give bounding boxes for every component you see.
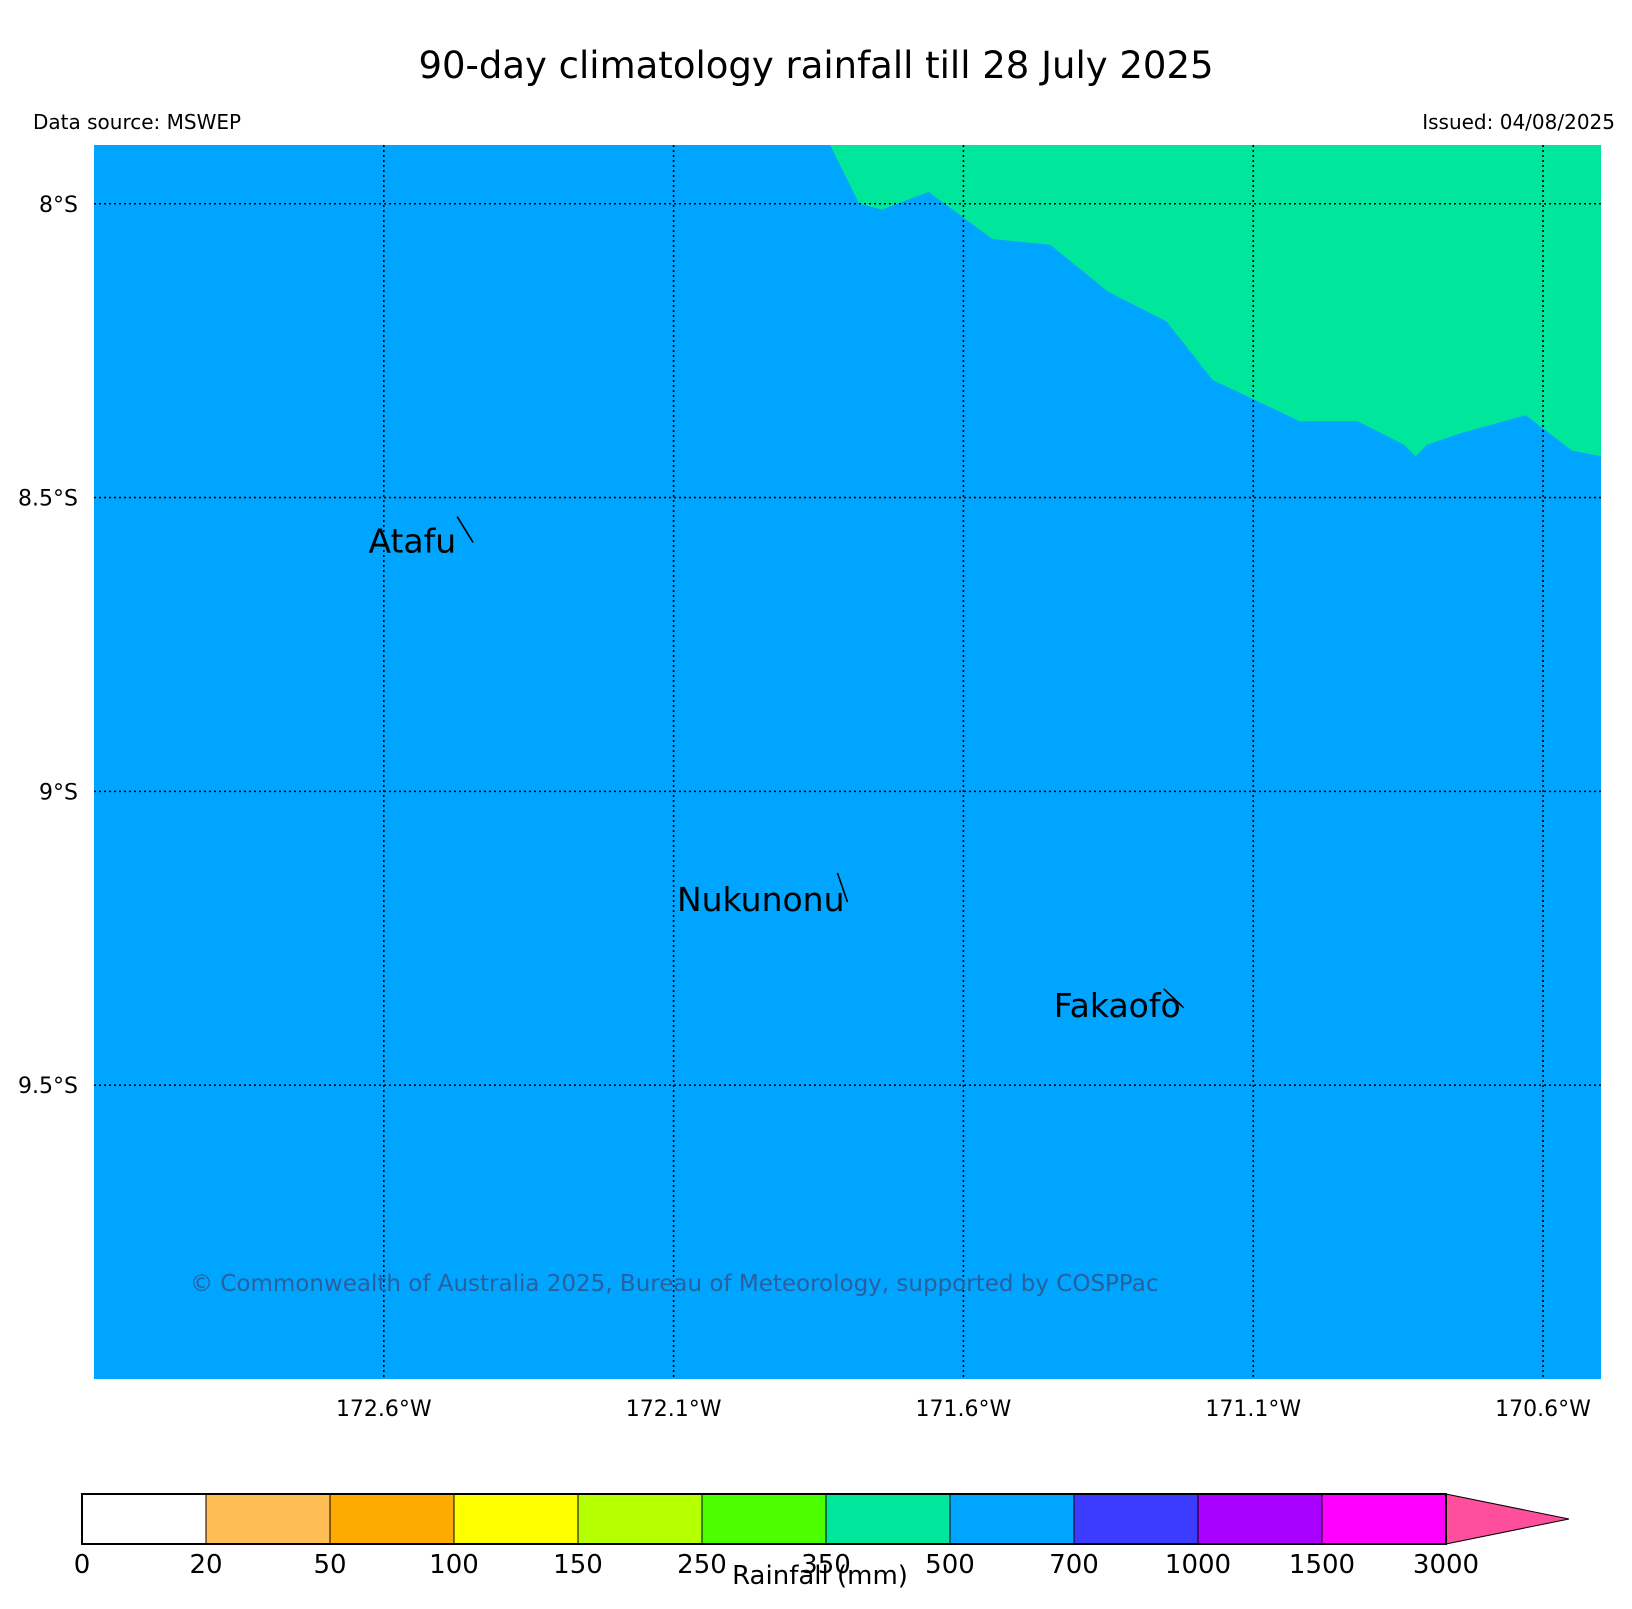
rainfall-350-500-region	[830, 145, 1601, 457]
longitude-tick-label: 171.6°W	[916, 1397, 1012, 1422]
longitude-tick-label: 172.6°W	[336, 1397, 432, 1422]
colorbar-frame	[81, 1493, 1447, 1545]
colorbar-tick-label: 1500	[1289, 1550, 1355, 1580]
latitude-tick-label: 8.5°S	[18, 487, 78, 512]
colorbar-swatch	[81, 1493, 207, 1545]
colorbar-tick-label: 150	[553, 1550, 603, 1580]
colorbar-swatch	[1321, 1493, 1447, 1545]
map-title: 90-day climatology rainfall till 28 July…	[418, 44, 1214, 87]
colorbar-swatch	[329, 1493, 455, 1545]
place-label: Nukunonu	[677, 880, 845, 919]
latitude-tick-label: 9°S	[39, 780, 78, 805]
colorbar-swatch	[1197, 1493, 1323, 1545]
latitude-tick-label: 9.5°S	[18, 1074, 78, 1099]
longitude-tick-label: 171.1°W	[1205, 1397, 1301, 1422]
atoll-outline	[836, 872, 849, 903]
data-source-label: Data source: MSWEP	[33, 110, 242, 134]
colorbar-tick-label: 500	[925, 1550, 975, 1580]
colorbar-tick-label: 1000	[1165, 1550, 1231, 1580]
colorbar-swatch	[701, 1493, 827, 1545]
colorbar-tick-label: 100	[429, 1550, 479, 1580]
longitude-tick-label: 170.6°W	[1495, 1397, 1591, 1422]
map-area: 8°S 8.5°S 9°S 9.5°S 172.6°W 172.1°W 171.6°W 171…	[18, 145, 1601, 1422]
colorbar-extend-arrow	[1445, 1493, 1570, 1545]
place-label: Atafu	[368, 522, 456, 561]
latitude-tick-label: 8°S	[39, 193, 78, 218]
colorbar-tick-label: 20	[189, 1550, 222, 1580]
issued-date-label: Issued: 04/08/2025	[1422, 110, 1615, 134]
colorbar-tick-label: 250	[677, 1550, 727, 1580]
colorbar-label: Rainfall (mm)	[732, 1561, 908, 1591]
copyright-notice: © Commonwealth of Australia 2025, Bureau…	[190, 1271, 1159, 1297]
longitude-tick-label: 172.1°W	[626, 1397, 722, 1422]
colorbar-tick-label: 350	[801, 1550, 851, 1580]
colorbar-tick-label: 0	[74, 1550, 91, 1580]
colorbar-swatch	[949, 1493, 1075, 1545]
colorbar-swatch	[577, 1493, 703, 1545]
colorbar-swatch	[205, 1493, 331, 1545]
colorbar: 0 20 50 100 150 250 350 500 700 1000 1500 3000	[74, 1493, 1570, 1580]
colorbar-tick-label: 700	[1049, 1550, 1099, 1580]
atoll-outline	[1163, 988, 1185, 1009]
atoll-outline	[456, 516, 474, 544]
colorbar-swatch	[825, 1493, 951, 1545]
place-label: Fakaofo	[1054, 986, 1181, 1025]
colorbar-swatch	[1073, 1493, 1199, 1545]
colorbar-tick-label: 50	[313, 1550, 346, 1580]
colorbar-tick-label: 3000	[1413, 1550, 1479, 1580]
colorbar-swatch	[453, 1493, 579, 1545]
